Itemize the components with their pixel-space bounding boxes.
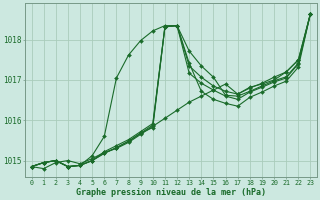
X-axis label: Graphe pression niveau de la mer (hPa): Graphe pression niveau de la mer (hPa) [76, 188, 266, 197]
